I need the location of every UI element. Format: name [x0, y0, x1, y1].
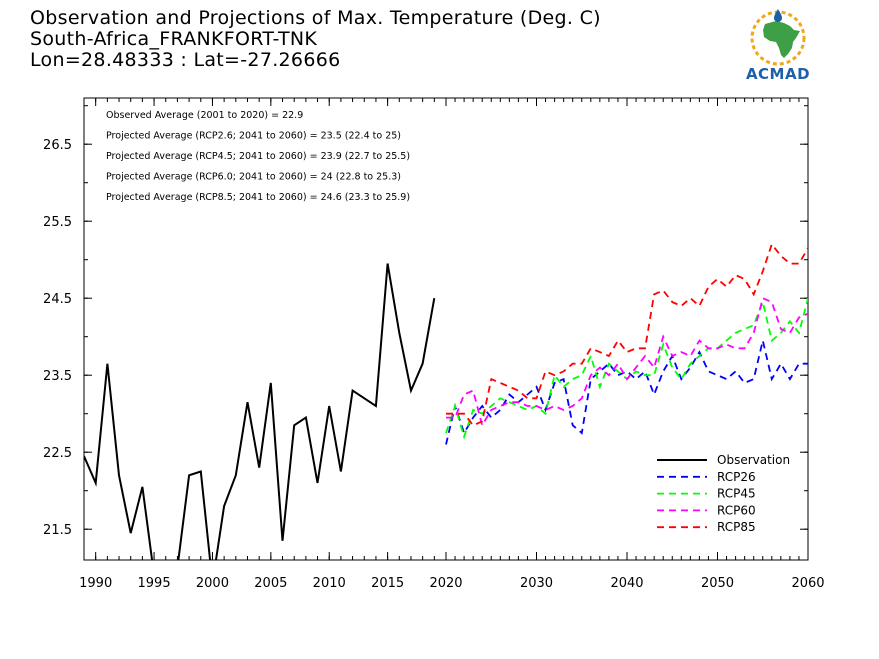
- station-coordinates: Lon=28.48333 : Lat=-27.26666: [30, 49, 341, 71]
- legend: Observation RCP26 RCP45 RCP60 RCP85: [657, 453, 790, 534]
- x-tick-label: 2060: [791, 576, 824, 591]
- legend-label: Observation: [717, 453, 790, 467]
- station-name: South-Africa_FRANKFORT-TNK: [30, 28, 318, 50]
- y-tick-label: 21.5: [43, 523, 72, 538]
- y-tick-label: 26.5: [43, 138, 72, 153]
- chart-title: Observation and Projections of Max. Temp…: [30, 7, 601, 29]
- x-tick-label: 1990: [79, 576, 112, 591]
- series-line-rcp45: [445, 297, 808, 440]
- y-tick-label: 24.5: [43, 292, 72, 307]
- africa-map-logo-icon: [750, 9, 806, 66]
- stat-line: Projected Average (RCP2.6; 2041 to 2060)…: [106, 131, 401, 142]
- y-axis: 21.5 22.5 23.5 24.5 25.5 26.5: [43, 105, 808, 538]
- series-lines: [84, 242, 808, 560]
- legend-label: RCP85: [717, 520, 756, 534]
- y-tick-label: 25.5: [43, 215, 72, 230]
- series-line-rcp85: [446, 242, 808, 427]
- stat-line: Projected Average (RCP8.5; 2041 to 2060)…: [106, 192, 410, 203]
- series-line-rcp26: [445, 340, 808, 445]
- y-tick-label: 23.5: [43, 369, 72, 384]
- stat-line: Projected Average (RCP6.0; 2041 to 2060)…: [106, 172, 401, 183]
- plot-frame: [83, 97, 809, 561]
- stat-line: Observed Average (2001 to 2020) = 22.9: [106, 110, 303, 121]
- x-tick-label: 2010: [313, 576, 346, 591]
- x-tick-label: 2030: [520, 576, 553, 591]
- water-drop-icon: [774, 9, 782, 22]
- legend-label: RCP60: [717, 503, 756, 517]
- logo-text: ACMAD: [745, 65, 811, 83]
- x-tick-label: 2050: [701, 576, 734, 591]
- x-tick-label: 2005: [254, 576, 287, 591]
- stat-line: Projected Average (RCP4.5; 2041 to 2060)…: [106, 151, 410, 162]
- series-line-observation: [84, 263, 436, 560]
- africa-shape: [763, 21, 800, 58]
- x-tick-label: 1995: [138, 576, 171, 591]
- series-line-rcp60: [446, 296, 808, 428]
- x-tick-label: 2040: [610, 576, 643, 591]
- plot-border: [83, 97, 809, 561]
- x-tick-label: 2020: [429, 576, 462, 591]
- stats-annotations: Observed Average (2001 to 2020) = 22.9 Pr…: [106, 110, 410, 203]
- acmad-logo: ACMAD: [738, 8, 818, 84]
- chart-title-block: Observation and Projections of Max. Temp…: [30, 8, 601, 71]
- x-tick-label: 2015: [371, 576, 404, 591]
- legend-label: RCP45: [717, 487, 756, 501]
- legend-label: RCP26: [717, 470, 756, 484]
- x-axis: 1990 1995 2000 2005 2010 2015 2020 2030 2040 2050…: [79, 98, 825, 591]
- x-tick-label: 2000: [196, 576, 229, 591]
- y-tick-label: 22.5: [43, 446, 72, 461]
